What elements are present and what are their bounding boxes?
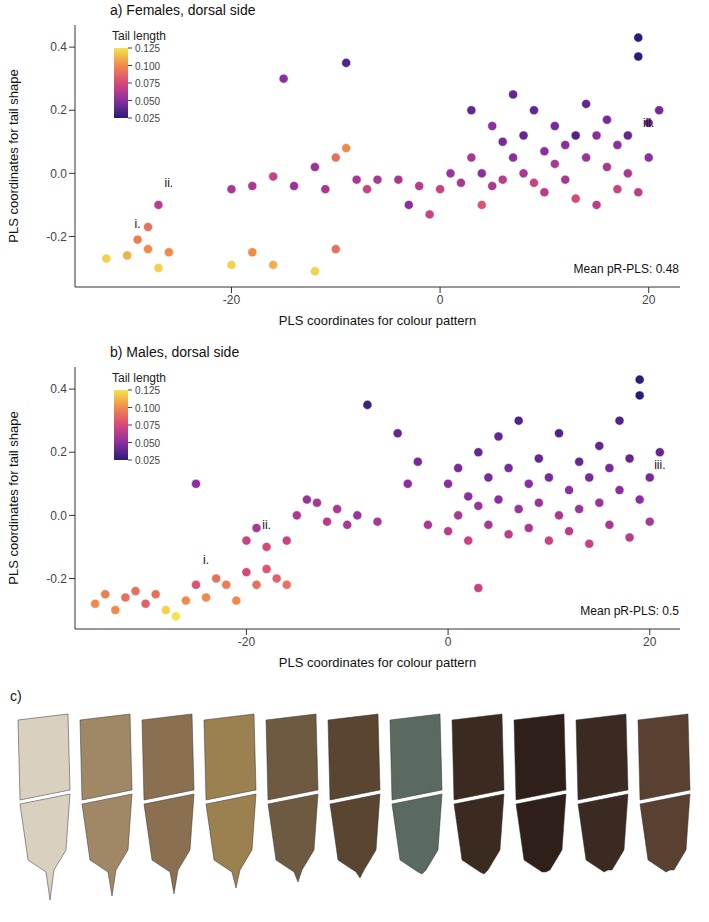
svg-text:0: 0 xyxy=(445,635,452,649)
svg-text:0.050: 0.050 xyxy=(135,438,160,449)
html-text:b) Males, dorsal side: b) Males, dorsal side xyxy=(110,344,240,360)
svg-text:0.025: 0.025 xyxy=(135,113,160,124)
svg-text:0.075: 0.075 xyxy=(135,420,160,431)
svg-text:ii.: ii. xyxy=(262,518,271,532)
svg-text:PLS coordinates for tail shape: PLS coordinates for tail shape xyxy=(6,69,21,242)
svg-text:PLS coordinates for colour pat: PLS coordinates for colour pattern xyxy=(279,655,476,670)
html-text:a) Females, dorsal side: a) Females, dorsal side xyxy=(110,2,256,18)
svg-text:0.075: 0.075 xyxy=(135,78,160,89)
svg-text:0.0: 0.0 xyxy=(50,509,67,523)
svg-text:0.4: 0.4 xyxy=(50,382,67,396)
svg-text:0.0: 0.0 xyxy=(50,167,67,181)
svg-text:i.: i. xyxy=(203,553,209,567)
svg-text:PLS coordinates for tail shape: PLS coordinates for tail shape xyxy=(6,411,21,584)
svg-text:iii.: iii. xyxy=(654,458,665,472)
svg-text:20: 20 xyxy=(642,293,656,307)
svg-text:0.100: 0.100 xyxy=(135,403,160,414)
html-text:Mean pR-PLS: 0.48: Mean pR-PLS: 0.48 xyxy=(573,262,679,276)
svg-text:0.125: 0.125 xyxy=(135,385,160,396)
svg-text:0.025: 0.025 xyxy=(135,455,160,466)
svg-text:0.4: 0.4 xyxy=(50,40,67,54)
svg-text:0.100: 0.100 xyxy=(135,61,160,72)
svg-text:0: 0 xyxy=(437,293,444,307)
svg-text:iii.: iii. xyxy=(643,116,654,130)
svg-text:20: 20 xyxy=(643,635,657,649)
svg-text:-0.2: -0.2 xyxy=(46,572,67,586)
svg-text:Tail length: Tail length xyxy=(112,371,166,385)
svg-text:-20: -20 xyxy=(238,635,256,649)
svg-text:-0.2: -0.2 xyxy=(46,230,67,244)
html-text:Mean pR-PLS: 0.5: Mean pR-PLS: 0.5 xyxy=(580,604,679,618)
svg-text:0.2: 0.2 xyxy=(50,445,67,459)
svg-text:ii.: ii. xyxy=(165,176,174,190)
svg-text:0.125: 0.125 xyxy=(135,43,160,54)
svg-text:PLS coordinates for colour pat: PLS coordinates for colour pattern xyxy=(279,313,476,328)
svg-text:0.050: 0.050 xyxy=(135,96,160,107)
svg-text:0.2: 0.2 xyxy=(50,103,67,117)
svg-text:i.: i. xyxy=(135,217,141,231)
svg-text:-20: -20 xyxy=(223,293,241,307)
html-text:c): c) xyxy=(10,688,22,704)
svg-text:Tail length: Tail length xyxy=(112,29,166,43)
